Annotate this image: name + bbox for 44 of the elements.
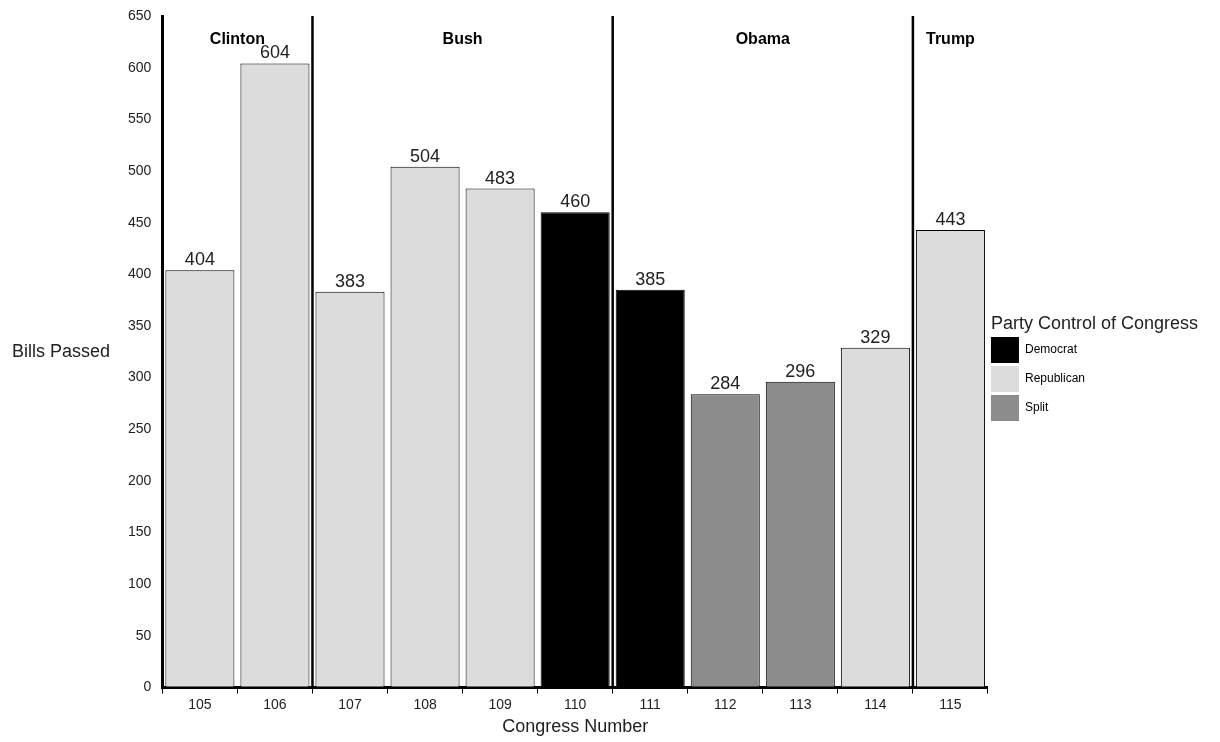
- data-label: 385: [635, 268, 666, 289]
- annotation: Trump: [925, 30, 976, 48]
- annotation: Bush: [442, 30, 483, 48]
- y-tick-label: 300: [128, 368, 152, 385]
- x-tick-label: 107: [338, 695, 362, 712]
- y-tick-label: 50: [135, 626, 152, 643]
- y-tick-label: 0: [143, 678, 152, 695]
- legend-label: Republican: [1024, 371, 1086, 386]
- data-label: 443: [935, 208, 966, 229]
- y-tick-label: 500: [128, 161, 152, 178]
- data-label: 504: [410, 145, 441, 166]
- x-tick-label: 106: [263, 695, 287, 712]
- x-tick-label: 110: [563, 695, 587, 712]
- y-tick-label: 650: [128, 6, 152, 23]
- annotation: Obama: [735, 30, 791, 48]
- x-tick-label: 113: [789, 695, 812, 712]
- x-axis-title: Congress Number: [502, 716, 649, 737]
- x-tick-label: 111: [639, 695, 662, 712]
- y-tick-label: 350: [128, 316, 152, 333]
- legend-label: Democrat: [1024, 342, 1078, 357]
- y-axis-title: Bills Passed: [12, 340, 111, 361]
- x-tick-label: 109: [488, 695, 512, 712]
- legend-title: Party Control of Congress: [990, 312, 1199, 333]
- y-tick-label: 200: [128, 471, 152, 488]
- x-tick-label: 112: [714, 695, 737, 712]
- x-tick-label: 108: [413, 695, 437, 712]
- data-label: 404: [184, 249, 215, 270]
- y-tick-label: 100: [128, 575, 152, 592]
- y-tick-label: 450: [128, 213, 152, 230]
- data-label: 284: [710, 373, 741, 394]
- data-label: 483: [485, 167, 516, 188]
- y-tick-label: 400: [128, 265, 152, 282]
- y-tick-label: 550: [128, 110, 152, 127]
- y-tick-label: 150: [128, 523, 152, 540]
- x-tick-label: 114: [864, 695, 887, 712]
- data-label: 383: [334, 270, 366, 291]
- x-tick-label: 105: [188, 695, 212, 712]
- x-tick-label: 115: [939, 695, 962, 712]
- y-tick-label: 600: [128, 58, 152, 75]
- legend-label: Split: [1024, 400, 1049, 415]
- data-label: 329: [860, 326, 891, 347]
- data-label: 296: [785, 360, 816, 381]
- data-label: 460: [560, 191, 591, 212]
- y-tick-label: 250: [128, 420, 152, 437]
